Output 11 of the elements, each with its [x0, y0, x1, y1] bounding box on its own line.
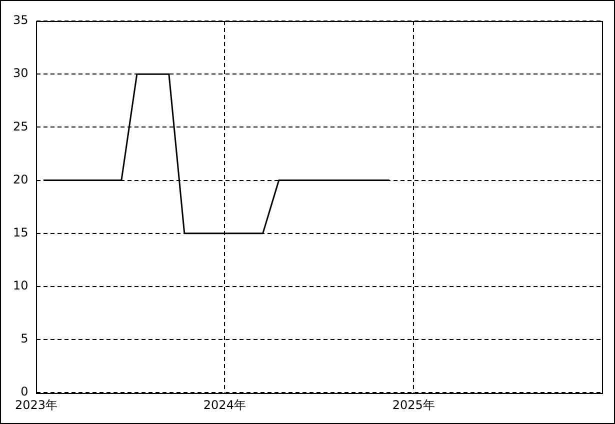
x-tick-label: 2024年 — [203, 398, 246, 412]
x-tick-label: 2023年 — [14, 398, 58, 412]
x-tick-label: 2025年 — [392, 398, 435, 412]
y-tick-label: 30 — [12, 66, 28, 80]
y-tick-label: 35 — [12, 13, 28, 28]
y-tick-label: 0 — [20, 384, 28, 399]
y-tick-label: 15 — [12, 225, 28, 240]
y-tick-label: 5 — [20, 332, 28, 346]
y-tick-label: 20 — [12, 172, 28, 186]
y-tick-label: 25 — [12, 119, 28, 134]
y-tick-label: 10 — [12, 278, 28, 293]
